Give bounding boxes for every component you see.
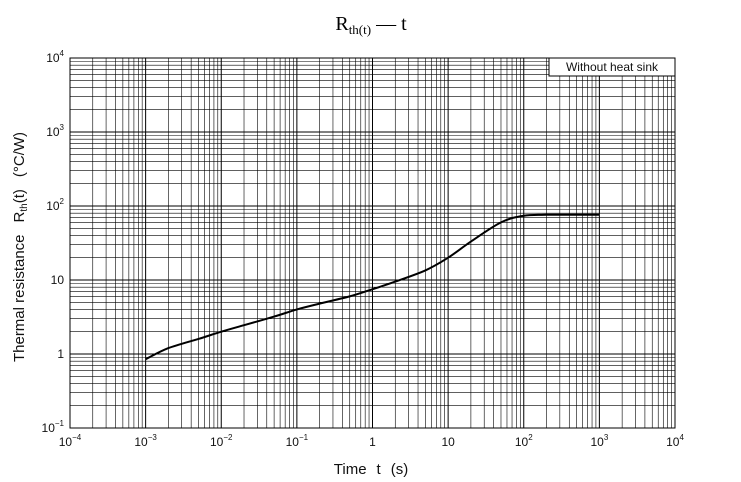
y-tick-label: 10 (51, 273, 65, 287)
grid-major (69, 57, 676, 429)
x-tick-label: 10−3 (134, 433, 157, 449)
plot-frame (69, 57, 676, 429)
x-tick-labels: 10−4 10−3 10−2 10−1 1 10 102 103 104 (59, 433, 685, 449)
x-tick-label: 1 (369, 435, 376, 449)
y-tick-label: 102 (46, 197, 64, 213)
x-tick-label: 102 (515, 433, 533, 449)
x-axis-label: Time t (s) (334, 461, 408, 478)
x-tick-label: 103 (590, 433, 608, 449)
y-tick-label: 1 (57, 347, 64, 361)
annotation-without-heat-sink: Without heat sink (566, 60, 659, 74)
y-tick-label: 10−1 (42, 419, 65, 435)
x-tick-label: 10−1 (286, 433, 309, 449)
legend-box (548, 57, 676, 77)
x-tick-label: 10−2 (210, 433, 233, 449)
x-tick-label: 104 (666, 433, 684, 449)
x-tick-label: 10−4 (59, 433, 82, 449)
legend: Without heat sink (548, 57, 676, 77)
chart-title: Rth(t) — t (335, 13, 407, 37)
y-axis-label: Thermal resistanceRth(t)(°C/W) (11, 132, 30, 362)
series-line (145, 213, 600, 361)
x-tick-label: 10 (441, 435, 455, 449)
y-tick-labels: 10−1 1 10 102 103 104 (42, 49, 65, 435)
y-tick-label: 103 (46, 123, 64, 139)
y-tick-label: 104 (46, 49, 64, 65)
